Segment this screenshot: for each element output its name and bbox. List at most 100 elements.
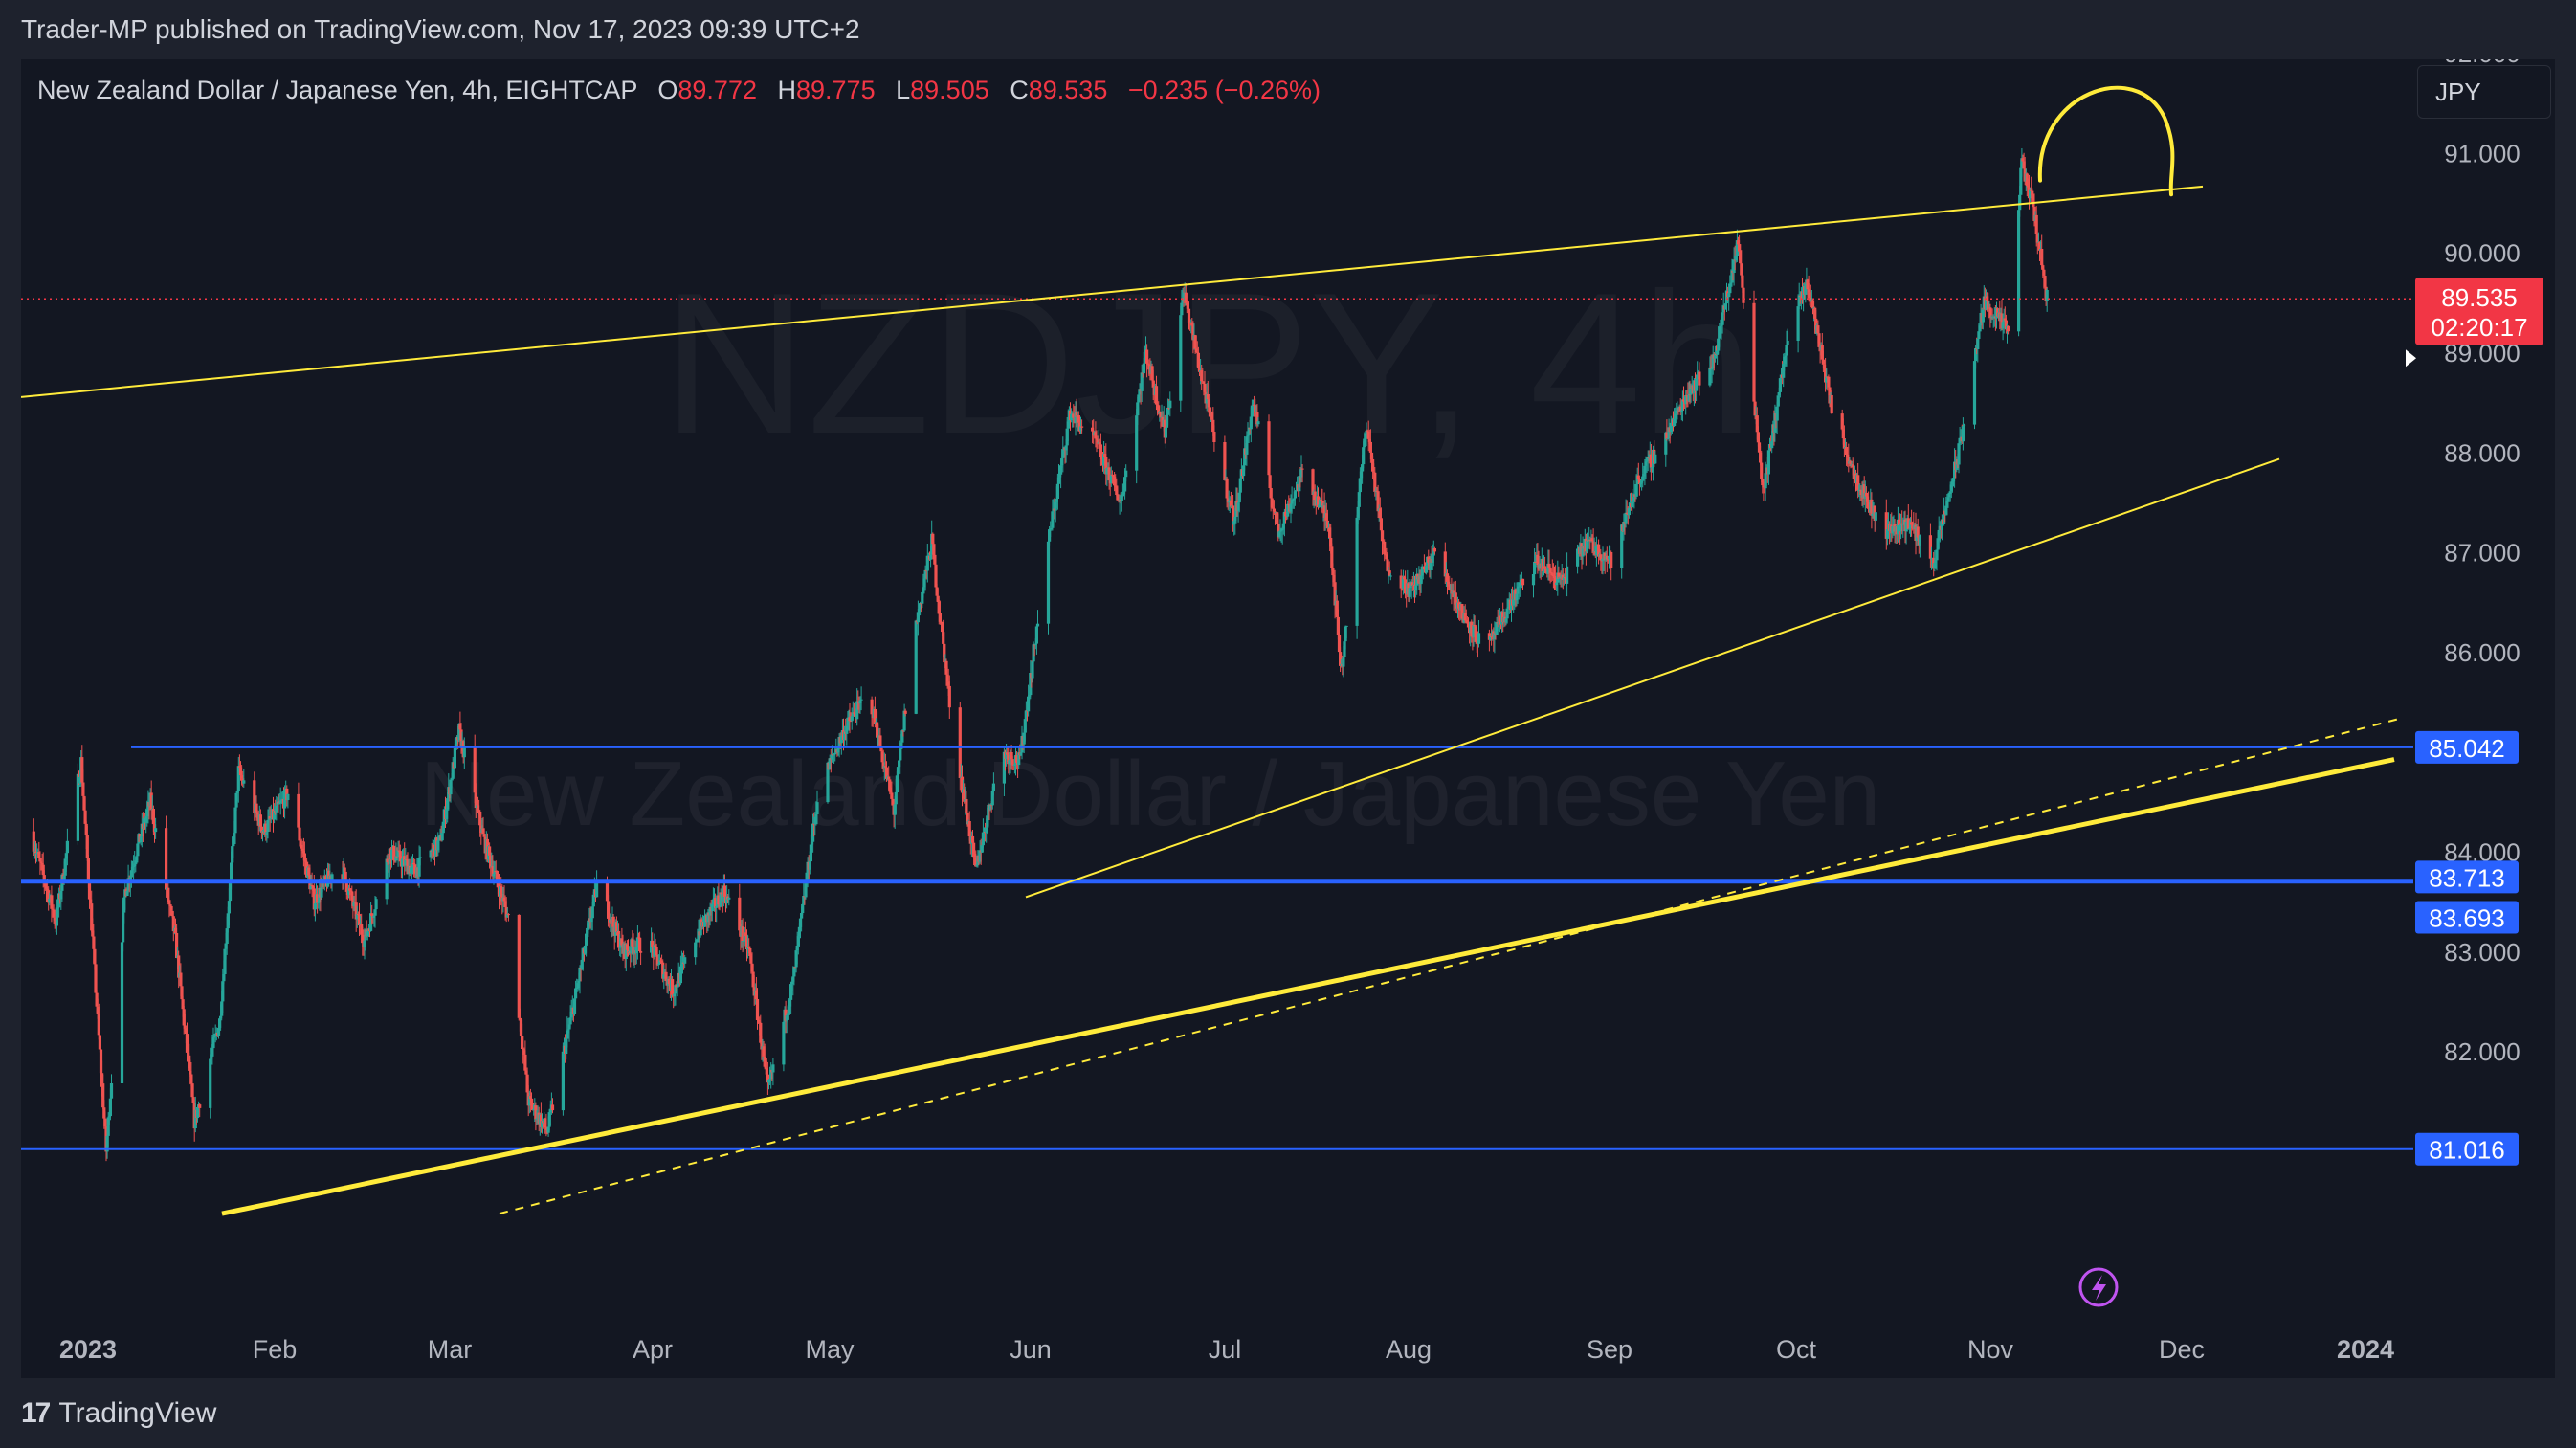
price-scale-arrow-icon[interactable] — [2406, 349, 2416, 368]
candle — [1399, 575, 1403, 589]
candle — [792, 967, 796, 977]
dashed-support-trendline[interactable] — [499, 716, 2405, 1215]
candle — [1362, 447, 1366, 465]
candle — [1721, 312, 1724, 325]
candle — [1463, 613, 1467, 621]
candle — [678, 966, 682, 984]
candle — [505, 914, 509, 918]
candle — [1074, 412, 1077, 423]
candle — [363, 940, 366, 947]
candle — [488, 846, 492, 856]
candle — [1121, 491, 1126, 495]
candle — [546, 1126, 550, 1133]
candle — [1448, 584, 1452, 590]
candle — [56, 907, 60, 909]
candle — [374, 899, 378, 910]
candle — [589, 918, 593, 923]
candle — [1357, 492, 1361, 507]
candle — [1710, 368, 1714, 370]
candle — [894, 791, 898, 805]
candle — [1739, 250, 1743, 264]
candle — [810, 841, 814, 845]
candle — [569, 1011, 573, 1018]
arc-annotation[interactable] — [2037, 85, 2175, 197]
candle — [583, 945, 588, 954]
price-axis-tick: 92.000 — [2444, 59, 2520, 68]
candle — [858, 700, 862, 703]
candle — [1958, 437, 1962, 444]
candle — [1784, 355, 1788, 357]
tradingview-brand[interactable]: 17 TradingView — [21, 1395, 216, 1432]
candle — [1505, 608, 1509, 619]
candle — [1379, 518, 1383, 531]
candle — [1143, 352, 1146, 364]
candle — [653, 945, 656, 957]
candle — [1368, 441, 1372, 453]
candle — [836, 746, 840, 753]
long-term-support-trendline[interactable] — [221, 757, 2395, 1216]
candle — [1723, 303, 1727, 310]
chart-pane[interactable]: NZDJPY, 4h New Zealand Dollar / Japanese … — [21, 59, 2555, 1378]
candle — [1488, 636, 1493, 640]
candle — [84, 823, 88, 835]
candle — [839, 735, 843, 744]
candle — [90, 903, 94, 931]
currency-button[interactable]: JPY — [2417, 65, 2551, 119]
candle — [1402, 576, 1407, 580]
candle — [1023, 719, 1027, 733]
candle — [942, 632, 945, 644]
lower-channel-trendline[interactable] — [1025, 457, 2280, 899]
candle — [1290, 500, 1294, 504]
candle — [277, 801, 280, 804]
candle — [899, 749, 902, 761]
candle — [372, 915, 376, 918]
candle — [919, 603, 922, 610]
price-chart[interactable]: NZDJPY, 4h New Zealand Dollar / Japanese … — [21, 59, 2555, 1378]
candle — [37, 852, 41, 858]
candle — [1422, 566, 1426, 570]
high-label: H — [777, 76, 797, 104]
time-axis-label: 2024 — [2337, 1335, 2394, 1364]
candle — [1185, 303, 1188, 305]
candle — [1804, 283, 1808, 295]
candle — [2043, 276, 2047, 287]
candle — [233, 833, 236, 837]
candle — [139, 836, 143, 842]
candle — [1337, 635, 1342, 653]
candle — [225, 928, 229, 944]
candle — [1051, 511, 1055, 528]
candle — [1669, 422, 1673, 433]
candle — [1904, 521, 1908, 532]
time-axis-label: Aug — [1386, 1335, 1432, 1364]
candle — [1388, 575, 1392, 577]
candle — [142, 818, 146, 829]
candle — [2029, 189, 2032, 199]
candle — [1318, 504, 1321, 508]
candle — [1762, 485, 1765, 488]
candle — [960, 776, 965, 793]
candle — [1358, 478, 1362, 493]
candle — [572, 998, 577, 1014]
candle — [1740, 263, 1743, 276]
candle — [393, 860, 397, 862]
symbol-title[interactable]: New Zealand Dollar / Japanese Yen, 4h, E… — [37, 76, 637, 104]
candle — [40, 863, 44, 865]
candle — [798, 918, 803, 927]
candle — [635, 937, 639, 947]
candle — [896, 767, 900, 776]
candle — [674, 985, 677, 994]
candle — [1249, 416, 1253, 430]
lightning-icon[interactable] — [2078, 1267, 2119, 1307]
candle — [1270, 498, 1274, 508]
candle — [1519, 580, 1522, 583]
candle — [209, 1058, 212, 1108]
upper-channel-trendline[interactable] — [21, 185, 2204, 398]
candle — [1533, 561, 1537, 575]
candle — [1058, 474, 1062, 478]
candle — [97, 1014, 100, 1036]
tradingview-logo-icon: 17 — [21, 1397, 51, 1429]
candle — [1415, 573, 1419, 586]
candle — [1896, 519, 1899, 535]
candle — [1809, 298, 1812, 302]
candle — [632, 946, 635, 955]
